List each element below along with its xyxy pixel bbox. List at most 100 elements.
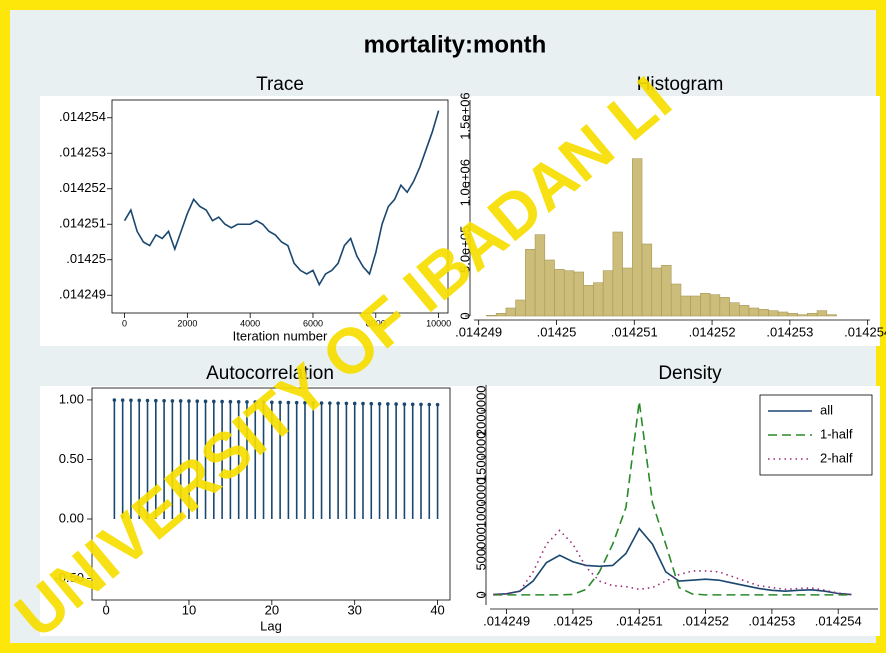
stem-marker — [220, 399, 224, 404]
stem-marker — [228, 399, 233, 404]
histogram-bar — [816, 310, 828, 317]
x-axis-title: Iteration number — [233, 328, 328, 343]
y-tick-label: .014252 — [59, 180, 106, 195]
x-axis-title: Lag — [260, 618, 282, 633]
y-tick-label: 1000000 — [473, 478, 488, 529]
legend-label: 1-half — [820, 426, 853, 441]
stem-marker — [336, 401, 340, 406]
y-tick-label: 500000 — [473, 527, 488, 570]
panel-title: Histogram — [637, 74, 724, 95]
x-tick-label: .01425 — [537, 324, 577, 339]
stem-marker — [187, 399, 191, 403]
x-tick-label: 0 — [102, 602, 109, 617]
x-tick-label: 10000 — [426, 318, 451, 328]
stem-marker — [410, 402, 415, 407]
histogram-bar — [826, 314, 837, 317]
stem-marker — [328, 401, 332, 405]
x-tick-label: .01425 — [553, 613, 593, 628]
data-line — [493, 527, 852, 596]
stem-marker — [369, 401, 374, 406]
stem-marker — [162, 398, 166, 403]
y-tick-label: 0 — [457, 312, 472, 319]
stem-marker — [236, 400, 241, 404]
x-tick-label: 4000 — [240, 318, 260, 328]
x-tick-label: .014252 — [689, 324, 736, 339]
y-tick-label: -0.50 — [54, 570, 84, 585]
x-tick-label: .014249 — [455, 324, 502, 339]
y-tick-label: 1.00 — [59, 391, 84, 406]
stem-marker — [203, 399, 208, 404]
x-tick-label: 8000 — [366, 318, 386, 328]
y-tick-label: 0 — [473, 591, 488, 598]
stem-marker — [278, 400, 282, 405]
stem-marker — [303, 400, 307, 405]
stem-marker — [170, 399, 175, 403]
x-tick-label: .014249 — [483, 613, 530, 628]
panel-title: Trace — [256, 74, 304, 95]
x-tick-label: .014253 — [766, 324, 813, 339]
stem-marker — [178, 399, 183, 403]
stem-marker — [427, 402, 432, 407]
stem-marker — [402, 402, 407, 406]
stem-marker — [154, 398, 158, 403]
stem-marker — [270, 400, 274, 405]
stem-marker — [294, 400, 299, 405]
stem-marker — [319, 401, 324, 405]
x-tick-label: .014251 — [616, 613, 663, 628]
y-tick-label: 5.0e+05 — [457, 226, 472, 273]
stem-marker — [261, 400, 266, 404]
stem-marker — [435, 402, 440, 407]
legend-box — [759, 394, 873, 476]
panel-title: Autocorrelation — [206, 363, 334, 384]
stem-marker — [394, 402, 398, 406]
y-tick-label: .014251 — [59, 216, 106, 231]
x-tick-label: .014252 — [682, 613, 729, 628]
y-tick-label: 1.5e+06 — [457, 92, 472, 139]
figure-title: mortality:month — [364, 31, 547, 58]
plot-frame — [111, 99, 449, 314]
x-tick-label: 6000 — [303, 318, 323, 328]
y-tick-label: .014253 — [59, 145, 106, 160]
stem-marker — [112, 398, 117, 402]
histogram-bar — [632, 158, 643, 317]
x-tick-label: .014251 — [611, 324, 658, 339]
stem-marker — [311, 401, 316, 405]
stem-marker — [137, 398, 142, 403]
y-tick-label: 1.0e+06 — [457, 159, 472, 206]
data-line — [123, 110, 440, 287]
x-tick-label: .014254 — [815, 613, 862, 628]
stem-marker — [145, 398, 150, 403]
y-tick-label: .014254 — [59, 109, 106, 124]
y-tick-label: 0.50 — [59, 451, 84, 466]
stem-marker — [129, 398, 133, 403]
plot-frame — [91, 387, 451, 601]
watermark: UNIVERSITY OF IBADAN LI — [2, 62, 685, 651]
legend-label: 2-half — [820, 450, 853, 465]
stem-marker — [120, 398, 125, 402]
stem-marker — [195, 399, 200, 404]
data-line — [493, 401, 852, 596]
stem-marker — [212, 399, 216, 404]
stem-marker — [419, 402, 423, 407]
y-tick-label: 0.00 — [59, 510, 84, 525]
y-tick-label: .01425 — [66, 251, 106, 266]
x-tick-label: 0 — [122, 318, 127, 328]
stem-marker — [377, 402, 382, 406]
stem-marker — [253, 400, 258, 404]
x-tick-label: 20 — [265, 602, 279, 617]
stem-marker — [386, 402, 390, 406]
x-tick-label: 30 — [347, 602, 361, 617]
y-tick-label: 1500000 — [473, 431, 488, 482]
stem-marker — [286, 400, 291, 405]
y-tick-label: 2000000 — [473, 385, 488, 436]
stem-marker — [361, 401, 365, 406]
x-tick-label: .014254 — [844, 324, 886, 339]
stem-marker — [245, 400, 249, 404]
panel-bg — [40, 96, 455, 346]
y-tick-label: .014249 — [59, 287, 106, 302]
panel-title: Density — [658, 363, 722, 384]
stem-marker — [344, 401, 349, 406]
